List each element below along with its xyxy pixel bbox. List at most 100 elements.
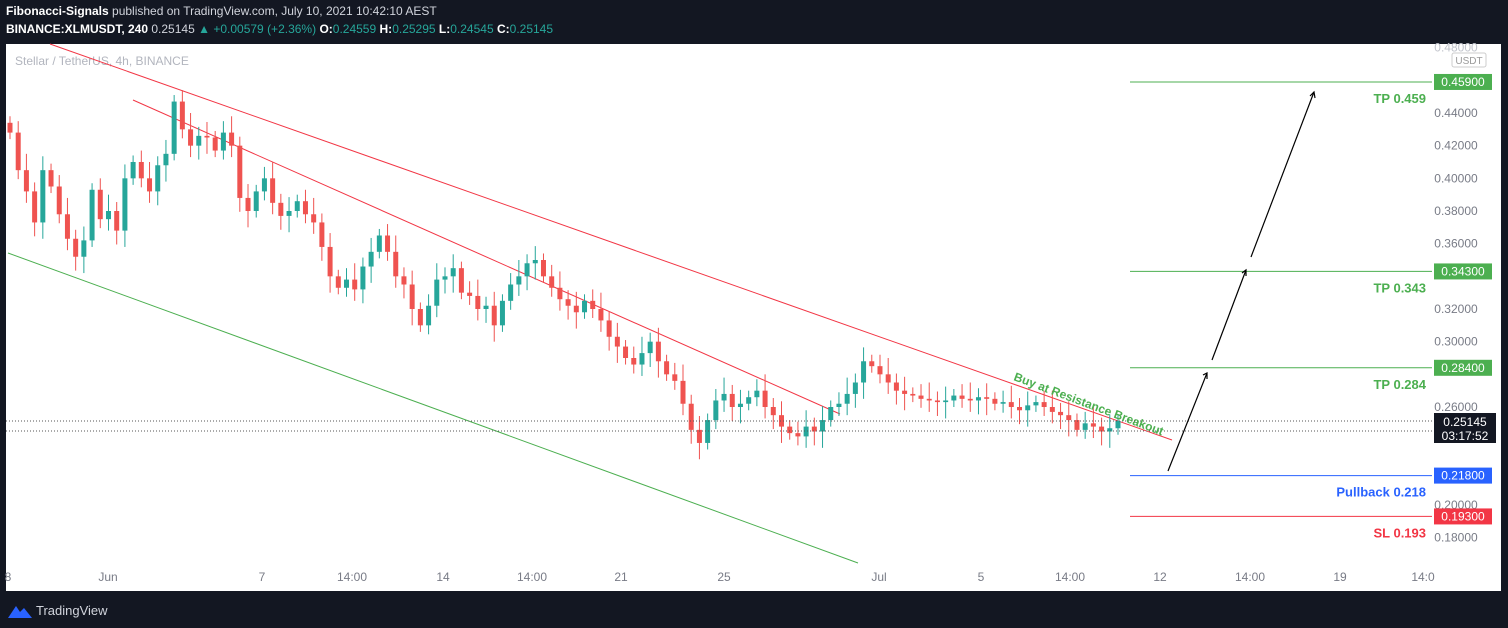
open-value: 0.24559 [332,22,377,36]
ohlc-line: BINANCE:XLMUSDT, 240 0.25145 ▲ +0.00579 … [6,22,554,36]
y-tick-label: 0.18000 [1434,531,1478,545]
candle-body [852,382,858,394]
level-label: TP 0.284 [1373,377,1426,392]
x-tick-label: 14 [436,570,450,584]
level-label: SL 0.193 [1373,525,1426,540]
candle-body [606,320,612,337]
candle-body [1049,407,1055,412]
chart-panel[interactable] [6,44,1501,591]
last-price-header: 0.25145 [151,22,195,36]
candle-body [376,235,382,252]
candle-body [943,400,949,403]
candle-body [729,393,735,407]
tradingview-icon [8,605,32,618]
y-tick-label: 0.26000 [1434,400,1478,414]
x-tick-label: 8 [5,570,12,584]
y-tick-label: 0.48000 [1434,41,1478,55]
candle-body [270,178,276,203]
candle-body [1000,402,1006,404]
x-tick-label: Jul [871,570,886,584]
candle-body [820,420,826,432]
candle-body [549,276,555,288]
candle-body [73,238,79,257]
y-tick-label: 0.42000 [1434,139,1478,153]
candle-body [811,426,817,432]
candle-body [23,170,29,192]
candle-body [335,276,341,288]
candle-body [877,366,883,375]
publish-line: Fibonacci-Signals published on TradingVi… [6,4,437,18]
candle-body [32,191,38,223]
candle-body [631,358,637,365]
symbol-label: BINANCE:XLMUSDT, 240 [6,22,149,36]
candle-body [1033,402,1039,406]
candle-body [787,426,793,434]
candle-body [261,178,267,192]
candle-body [171,101,177,154]
candle-body [237,145,243,198]
candle-body [664,361,670,375]
up-arrow-icon: ▲ [198,22,210,36]
candle-body [426,305,432,326]
candle-body [1066,415,1072,421]
chart-title: Stellar / TetherUS, 4h, BINANCE [15,54,189,68]
y-tick-label: 0.38000 [1434,204,1478,218]
candle-body [737,403,743,407]
x-tick-label: 14:0 [1411,570,1435,584]
svg-text:0.25145: 0.25145 [1443,415,1487,429]
y-tick-label: 0.30000 [1434,335,1478,349]
candle-body [56,186,62,215]
candle-body [105,211,111,220]
candle-body [647,341,653,354]
candle-body [302,201,308,215]
candle-body [220,132,226,151]
y-tick-label: 0.44000 [1434,106,1478,120]
candle-body [319,222,325,247]
x-tick-label: 5 [978,570,985,584]
level-label: TP 0.459 [1373,91,1426,106]
candle-body [1099,426,1105,432]
candle-body [1041,402,1047,407]
level-price-label: 0.45900 [1441,75,1485,89]
x-tick-label: 14:00 [1235,570,1265,584]
low-value: 0.24545 [450,22,494,36]
candle-body [130,162,136,179]
candle-body [926,398,932,401]
price-tag-last: 0.25145 03:17:52 [1434,413,1496,443]
candle-body [598,309,604,321]
candle-body [138,162,144,179]
candle-body [918,395,924,399]
candle-body [540,260,546,277]
candle-body [1082,423,1088,430]
candle-body [992,398,998,404]
change-value: +0.00579 (+2.36%) [213,22,317,36]
candle-body [590,300,596,309]
candle-body [803,426,809,437]
candle-body [122,178,128,231]
author-name[interactable]: Fibonacci-Signals [6,4,109,18]
candle-body [623,346,629,358]
x-tick-label: 14:00 [337,570,367,584]
candle-body [179,101,185,130]
level-label: TP 0.343 [1373,280,1426,295]
candle-body [7,122,13,133]
tradingview-logo[interactable]: TradingView [8,603,108,618]
y-tick-label: 0.40000 [1434,171,1478,185]
candle-body [491,305,497,326]
close-value: 0.25145 [509,22,554,36]
x-tick-label: 7 [259,570,266,584]
high-value: 0.25295 [392,22,436,36]
candle-body [828,407,834,421]
candle-body [327,246,333,277]
level-price-tag [1434,73,1492,90]
candle-body [409,284,415,309]
candle-body [360,266,366,290]
candle-body [417,309,423,326]
candle-body [844,393,850,404]
candle-body [344,279,350,288]
candle-body [639,353,645,365]
candle-body [614,336,620,347]
candle-body [15,132,21,171]
candle-body [713,400,719,421]
